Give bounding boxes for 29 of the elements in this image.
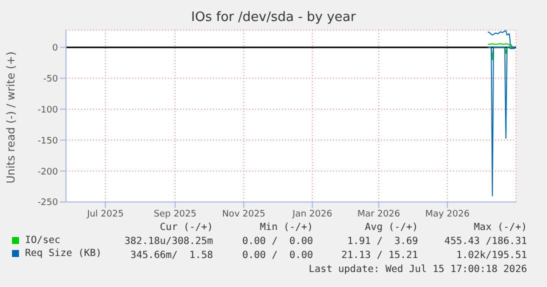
text: 0.00 / 0.00 [242,250,313,261]
x-tick-label: Mar 2026 [357,209,400,220]
text: Max (-/+) [474,222,527,233]
text: Min (-/+) [260,222,313,233]
y-tick-label: 0 [52,44,58,54]
text: 455.43 /186.31 [444,236,527,247]
y-tick-label: -150 [38,136,58,146]
x-tick-label: Nov 2025 [222,209,266,220]
text: 345.66m/ 1.58 [130,250,213,261]
x-tick-label: May 2026 [425,209,470,220]
y-tick-label: -250 [38,198,58,208]
y-tick-label: -50 [43,74,58,84]
text: Cur (-/+) [160,222,213,233]
x-tick-label: Jan 2026 [292,209,332,220]
legend-label: IO/sec [25,234,60,246]
y-tick-label: -100 [38,105,58,116]
chart-title: IOs for /dev/sda - by year [190,10,357,25]
text: 21.13 / 15.21 [341,250,418,261]
legend-label: Req Size (KB) [25,248,102,258]
x-tick-label: Sep 2025 [154,209,196,220]
y-tick-label: -200 [38,167,58,178]
y-axis-title: Units read (-) / write (+) [4,51,18,184]
text: Avg (-/+) [364,222,418,233]
x-tick-label: Jul 2025 [86,209,124,220]
text: 382.18u/308.25m [124,236,213,247]
text: Last update: Wed Jul 15 17:00:18 2026 [308,264,527,275]
text: 1.91 / 3.69 [347,236,418,247]
text: 0.00 / 0.00 [242,236,313,247]
text: 1.02k/195.51 [456,250,527,261]
